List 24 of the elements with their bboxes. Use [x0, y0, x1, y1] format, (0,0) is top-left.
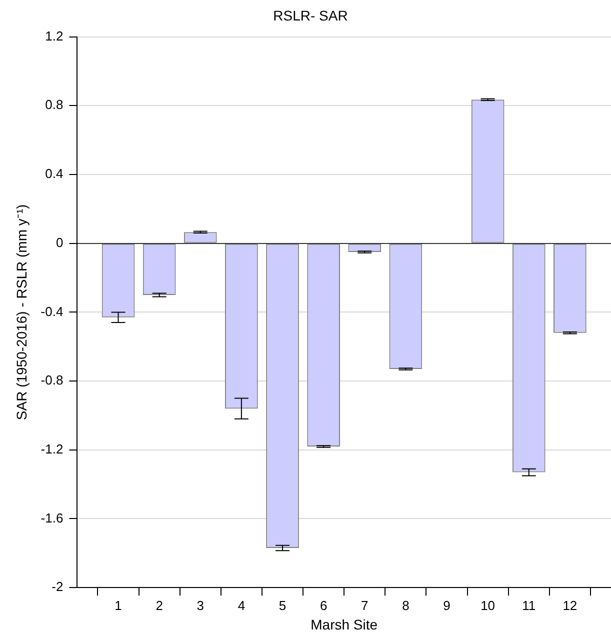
x-tick-label: 10: [480, 598, 496, 613]
y-tick-label: 0: [56, 234, 64, 250]
x-tick-label: 5: [278, 598, 286, 613]
x-tick-label: 2: [156, 598, 163, 613]
x-tick-label: 6: [320, 598, 328, 613]
y-tick-label: -2: [52, 579, 64, 594]
x-tick-label: 4: [238, 598, 246, 613]
x-tick-label: 11: [522, 598, 536, 613]
chart-title: RSLR- SAR: [273, 7, 348, 24]
y-tick-label: -0.4: [40, 304, 64, 319]
x-tick-label: 9: [443, 598, 450, 613]
y-tick-label: 1.2: [45, 28, 64, 44]
y-axis-title: SAR (1950-2016) - RSLR (mm y⁻¹): [13, 204, 30, 420]
y-tick-label: 0.4: [45, 166, 64, 182]
y-tick-label: -1.2: [40, 441, 64, 456]
y-tick-label: -0.8: [40, 372, 64, 388]
x-tick-label: 12: [562, 598, 578, 613]
x-tick-label: 8: [402, 598, 410, 613]
x-tick-label: 7: [361, 598, 368, 613]
x-tick-label: 1: [114, 598, 122, 613]
x-tick-label: 3: [196, 598, 204, 613]
x-axis-title: Marsh Site: [310, 616, 378, 632]
y-tick-label: -1.6: [40, 510, 64, 526]
y-tick-label: 0.8: [45, 97, 64, 112]
